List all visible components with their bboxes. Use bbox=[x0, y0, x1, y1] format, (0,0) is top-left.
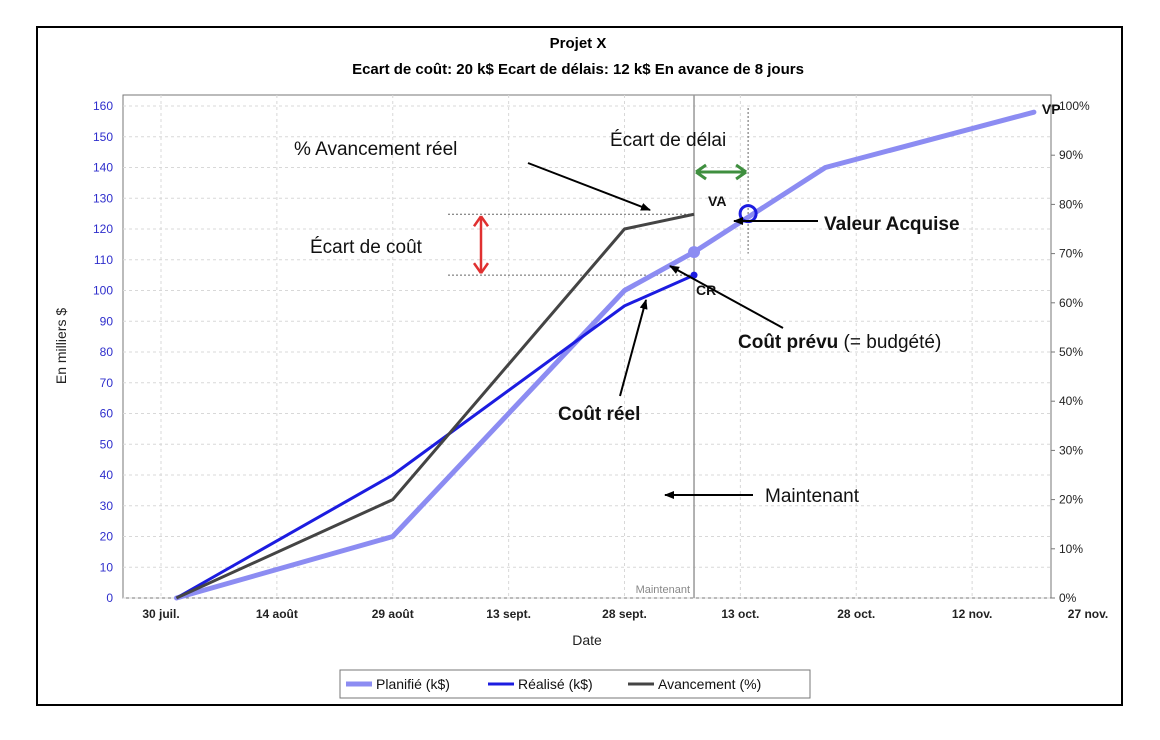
legend-realise: Réalisé (k$) bbox=[518, 676, 593, 692]
left-tick-label: 70 bbox=[100, 376, 114, 390]
va-label: VA bbox=[708, 193, 726, 209]
left-tick-label: 100 bbox=[93, 284, 113, 298]
right-tick-label: 60% bbox=[1059, 296, 1083, 310]
delai-arrow-head-right bbox=[735, 163, 747, 181]
x-tick-label: 13 oct. bbox=[721, 607, 759, 621]
chart-frame: Projet X Ecart de coût: 20 k$ Ecart de d… bbox=[36, 26, 1123, 706]
x-tick-label: 12 nov. bbox=[952, 607, 992, 621]
series-planifie-line bbox=[173, 109, 1037, 601]
left-tick-label: 140 bbox=[93, 161, 113, 175]
annotation-ecart-delai: Écart de délai bbox=[610, 130, 726, 151]
right-tick-label: 10% bbox=[1059, 542, 1083, 556]
grid bbox=[123, 95, 1051, 599]
x-tick-label: 28 sept. bbox=[602, 607, 647, 621]
earned-value-chart: Projet X Ecart de coût: 20 k$ Ecart de d… bbox=[53, 35, 1108, 699]
chart-subtitle: Ecart de coût: 20 k$ Ecart de délais: 12… bbox=[352, 61, 804, 78]
x-tick-label: 28 oct. bbox=[837, 607, 875, 621]
left-tick-label: 60 bbox=[100, 407, 114, 421]
arrow-ecart-cout bbox=[472, 215, 490, 274]
annotation-cout-prevu: Coût prévu (= budgété) bbox=[738, 332, 941, 353]
left-tick-label: 110 bbox=[94, 253, 113, 267]
x-tick-label: 13 sept. bbox=[486, 607, 531, 621]
series-realise-line bbox=[175, 273, 695, 600]
annotation-valeur-acquise: Valeur Acquise bbox=[824, 214, 960, 235]
right-tick-label: 100% bbox=[1059, 99, 1090, 113]
x-tick-label: 14 août bbox=[256, 607, 298, 621]
arrow-avancement-reel bbox=[527, 162, 651, 211]
left-axis-ticks: 0 10 20 30 40 50 60 70 80 90 100 110 120 130 140 150 160 bbox=[93, 99, 113, 605]
right-tick-label: 80% bbox=[1059, 197, 1083, 211]
left-tick-label: 90 bbox=[100, 314, 114, 328]
arrow-cout-reel bbox=[619, 299, 648, 397]
left-tick-label: 30 bbox=[100, 499, 114, 513]
chart-title: Projet X bbox=[550, 35, 607, 52]
cout-prevu-rest: (= budgété) bbox=[838, 332, 941, 353]
right-tick-label: 90% bbox=[1059, 148, 1083, 162]
left-tick-label: 50 bbox=[100, 437, 114, 451]
left-tick-label: 160 bbox=[93, 99, 113, 113]
vp-label: VP bbox=[1042, 101, 1061, 117]
annotation-avancement-reel: % Avancement réel bbox=[294, 139, 457, 160]
annotation-maintenant: Maintenant bbox=[765, 486, 860, 507]
cout-arrow-head-bottom bbox=[472, 262, 490, 274]
legend: Planifié (k$) Réalisé (k$) Avancement (%… bbox=[339, 669, 811, 699]
left-tick-label: 130 bbox=[93, 191, 113, 205]
annotation-ecart-cout: Écart de coût bbox=[310, 237, 423, 258]
cout-prevu-marker bbox=[688, 246, 701, 259]
left-tick-label: 80 bbox=[100, 345, 114, 359]
cout-reel-marker bbox=[690, 271, 698, 279]
plot-area bbox=[122, 94, 1052, 599]
x-axis-label: Date bbox=[572, 632, 602, 648]
legend-box bbox=[339, 669, 811, 699]
x-tick-label: 27 nov. bbox=[1068, 607, 1108, 621]
left-tick-label: 40 bbox=[100, 468, 114, 482]
x-tick-label: 30 juil. bbox=[142, 607, 179, 621]
x-tick-label: 29 août bbox=[372, 607, 414, 621]
left-tick-label: 20 bbox=[100, 530, 114, 544]
right-axis-ticks: 0% 10% 20% 30% 40% 50% 60% 70% 80% 90% 100% bbox=[1051, 99, 1090, 605]
right-tick-label: 70% bbox=[1059, 247, 1083, 261]
annotation-cout-reel: Coût réel bbox=[558, 404, 640, 425]
left-tick-label: 150 bbox=[93, 130, 113, 144]
legend-avancement: Avancement (%) bbox=[658, 676, 761, 692]
right-tick-label: 50% bbox=[1059, 345, 1083, 359]
y-axis-label: En milliers $ bbox=[53, 308, 69, 384]
x-axis-ticks: 30 juil. 14 août 29 août 13 sept. 28 sept. 13… bbox=[142, 607, 1108, 621]
left-tick-label: 120 bbox=[93, 222, 113, 236]
cout-arrow-head-top bbox=[472, 215, 490, 227]
right-tick-label: 40% bbox=[1059, 394, 1083, 408]
arrow-cout-prevu bbox=[669, 265, 784, 329]
right-tick-label: 0% bbox=[1059, 591, 1077, 605]
now-small-label: Maintenant bbox=[636, 584, 690, 596]
arrow-ecart-delai bbox=[695, 163, 747, 181]
right-tick-label: 30% bbox=[1059, 443, 1083, 457]
right-tick-label: 20% bbox=[1059, 493, 1083, 507]
legend-planifie: Planifié (k$) bbox=[376, 676, 450, 692]
series-avancement-line bbox=[175, 212, 695, 600]
left-tick-label: 10 bbox=[100, 560, 114, 574]
cout-prevu-bold: Coût prévu bbox=[738, 332, 838, 353]
delai-arrow-head-left bbox=[695, 163, 707, 181]
left-tick-label: 0 bbox=[106, 591, 113, 605]
cr-label: CR bbox=[696, 282, 716, 298]
